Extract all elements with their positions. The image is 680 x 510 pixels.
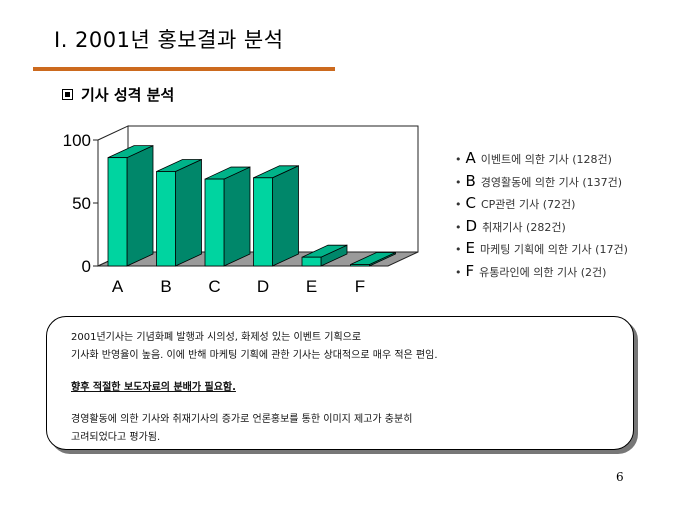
page-number: 6	[616, 470, 624, 484]
legend-text: 취재기사 (282건)	[482, 220, 566, 234]
legend-text: CP관련 기사 (72건)	[480, 198, 576, 211]
bar-A	[107, 145, 154, 267]
bar-side	[175, 158, 202, 267]
section-heading: 기사 성격 분석	[62, 84, 174, 105]
legend-letter: B	[465, 171, 476, 190]
bar-side	[272, 165, 299, 267]
legend-item: • C CP관련 기사 (72건)	[455, 193, 628, 216]
legend-letter: E	[465, 239, 475, 257]
bar-side	[223, 166, 251, 267]
section-title: 기사 성격 분석	[81, 86, 175, 104]
legend-item: • E 마케팅 기획에 의한 기사 (17건)	[455, 238, 628, 261]
bar-side	[126, 145, 154, 267]
bullet-icon: •	[455, 175, 462, 189]
legend-item: • A 이벤트에 의한 기사 (128건)	[455, 148, 628, 171]
bar-front	[156, 171, 176, 267]
legend-item: • D 취재기사 (282건)	[455, 216, 628, 239]
legend-item: • F 유통라인에 의한 기사 (2건)	[455, 261, 628, 284]
bar-front	[301, 256, 322, 267]
legend-letter: A	[465, 149, 476, 167]
legend-letter: D	[465, 216, 478, 235]
bullet-icon: •	[455, 265, 462, 279]
x-tick-label: D	[257, 277, 269, 296]
bullet-icon: •	[455, 198, 462, 211]
bar-F	[350, 251, 396, 267]
bar-front	[350, 264, 370, 267]
x-tick-label: A	[112, 277, 124, 296]
y-tick-label: 100	[63, 131, 91, 150]
summary-emphasis: 향후 적절한 보도자료의 분배가 필요함.	[71, 382, 236, 393]
bar-C	[204, 166, 251, 267]
legend-text: 마케팅 기획에 의한 기사 (17건)	[479, 243, 628, 256]
square-bullet-icon	[62, 89, 73, 100]
bullet-icon: •	[455, 220, 462, 234]
x-tick-label: B	[160, 277, 171, 296]
summary-line-2: 기사화 반영율이 높음. 이에 반해 마케팅 기획에 관한 기사는 상대적으로 …	[71, 350, 438, 361]
slide-title: Ⅰ. 2001년 홍보결과 분석	[54, 28, 284, 52]
bullet-icon: •	[455, 243, 462, 256]
bar-D	[253, 165, 299, 267]
x-tick-label: C	[208, 277, 220, 296]
bar-front	[253, 177, 273, 267]
chart-legend: • A 이벤트에 의한 기사 (128건) • B 경영활동에 의한 기사 (137건) •…	[455, 148, 628, 283]
bar-B	[156, 158, 202, 267]
bullet-icon: •	[455, 153, 462, 166]
summary-line-3: 경영활동에 의한 기사와 취재기사의 증가로 언론홍보를 통한 이미지 제고가 …	[71, 414, 413, 425]
legend-text: 경영활동에 의한 기사 (137건)	[480, 175, 623, 189]
x-tick-label: E	[306, 277, 317, 296]
summary-line-4: 고려되었다고 평가됨.	[71, 432, 161, 443]
bar-front	[204, 178, 225, 267]
legend-letter: C	[465, 194, 476, 212]
summary-box: 2001년기사는 기념화폐 발행과 시의성, 화제성 있는 이벤트 기획으로 기…	[46, 316, 634, 450]
title-underline	[33, 67, 335, 71]
bar-E	[301, 244, 348, 267]
legend-letter: F	[465, 261, 475, 280]
bar-front	[107, 157, 128, 267]
y-tick-label: 50	[72, 194, 91, 213]
summary-line-1: 2001년기사는 기념화폐 발행과 시의성, 화제성 있는 이벤트 기획으로	[71, 332, 362, 343]
legend-text: 이벤트에 의한 기사 (128건)	[480, 153, 612, 166]
legend-text: 유통라인에 의한 기사 (2건)	[479, 265, 607, 279]
y-tick-label: 0	[82, 257, 91, 276]
x-tick-label: F	[355, 277, 365, 296]
legend-item: • B 경영활동에 의한 기사 (137건)	[455, 171, 628, 194]
